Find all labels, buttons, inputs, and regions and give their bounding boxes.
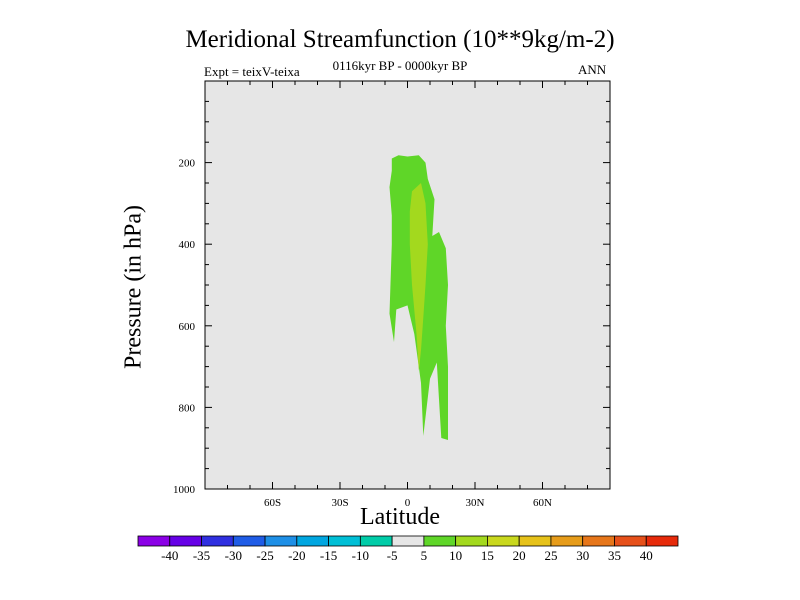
colorbar-label: -40 xyxy=(161,548,178,563)
colorbar-box xyxy=(423,535,457,547)
colorbar-box xyxy=(550,535,584,547)
colorbar-label: -15 xyxy=(320,548,337,563)
season-label: ANN xyxy=(578,62,607,77)
x-tick-label: 60S xyxy=(264,497,281,509)
colorbar-box xyxy=(455,535,488,547)
colorbar-label: 40 xyxy=(640,548,653,563)
colorbar-label: -30 xyxy=(225,548,242,563)
colorbar-label: 35 xyxy=(608,548,621,563)
colorbar-box xyxy=(201,535,234,547)
x-tick-label: 30S xyxy=(331,497,348,509)
colorbar-box xyxy=(328,535,361,547)
colorbar-box xyxy=(264,535,298,547)
colorbar-box xyxy=(137,535,171,547)
y-tick-label: 600 xyxy=(179,321,196,333)
colorbar-box xyxy=(518,535,552,547)
x-tick-label: 0 xyxy=(405,497,411,509)
colorbar-box xyxy=(359,535,393,547)
y-tick-label: 800 xyxy=(179,402,196,414)
colorbar-box xyxy=(169,535,202,547)
x-tick-label: 30N xyxy=(466,497,485,509)
chart-title: Meridional Streamfunction (10**9kg/m-2) xyxy=(185,26,615,53)
colorbar-label: 20 xyxy=(513,548,526,563)
colorbar-label: -35 xyxy=(193,548,210,563)
experiment-label: Expt = teixV-teixa xyxy=(204,64,300,79)
colorbar-box xyxy=(296,535,329,547)
colorbar-box xyxy=(582,535,615,547)
chart-subtitle: 0116kyr BP - 0000kyr BP xyxy=(332,58,468,73)
colorbar-box xyxy=(391,535,425,547)
y-tick-label: 200 xyxy=(179,158,196,170)
colorbar-label: 15 xyxy=(481,548,494,563)
colorbar-label: 30 xyxy=(576,548,589,563)
colorbar-box xyxy=(232,535,266,547)
y-tick-label: 1000 xyxy=(173,484,196,496)
colorbar-box xyxy=(614,535,647,547)
colorbar-label: -20 xyxy=(288,548,305,563)
colorbar-label: 10 xyxy=(449,548,462,563)
colorbar-label: -5 xyxy=(387,548,398,563)
x-tick-label: 60N xyxy=(533,497,552,509)
x-axis-label: Latitude xyxy=(360,504,440,530)
colorbar-label: 5 xyxy=(421,548,428,563)
colorbar-label: -25 xyxy=(256,548,273,563)
colorbar-label: 25 xyxy=(544,548,557,563)
colorbar-box xyxy=(645,535,679,547)
colorbar-label: -10 xyxy=(352,548,369,563)
y-tick-label: 400 xyxy=(179,239,196,251)
colorbar-box xyxy=(487,535,520,547)
contour-region-10-15 xyxy=(409,183,428,371)
